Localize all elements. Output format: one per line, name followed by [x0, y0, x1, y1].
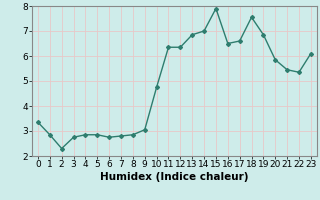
X-axis label: Humidex (Indice chaleur): Humidex (Indice chaleur) [100, 172, 249, 182]
